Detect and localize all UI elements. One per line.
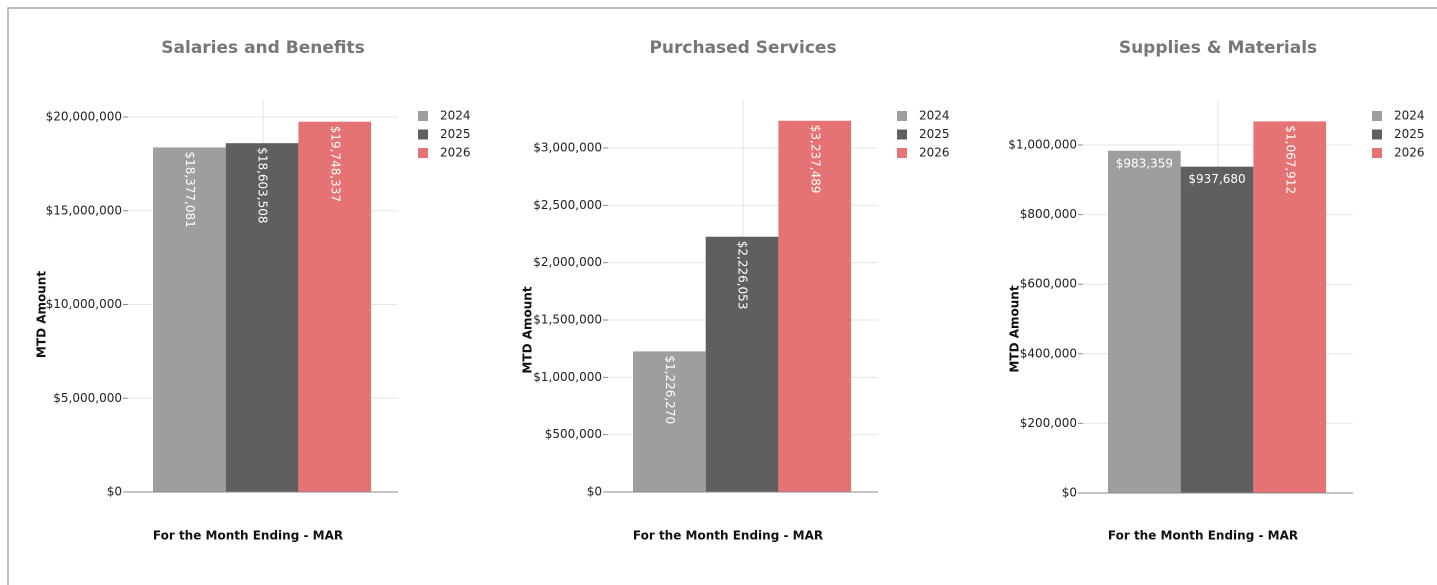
y-tick-label: $1,000,000 (533, 370, 602, 384)
bar (633, 351, 706, 492)
legend-swatch (1372, 111, 1382, 121)
bar (1108, 150, 1181, 493)
legend-swatch (897, 148, 907, 158)
legend-swatch (418, 129, 428, 140)
y-axis-label: MTD Amount (521, 286, 535, 373)
data-label: $2,226,053 (736, 241, 750, 310)
y-tick-label: $5,000,000 (53, 391, 122, 405)
y-tick-label: $200,000 (1020, 416, 1077, 430)
data-label: $1,067,912 (1283, 125, 1297, 194)
y-tick-label: $2,500,000 (533, 198, 602, 212)
data-label: $1,226,270 (663, 355, 677, 424)
legend-swatch (897, 129, 907, 140)
legend-label: 2025 (440, 127, 471, 141)
legend-label: 2024 (440, 109, 471, 123)
legend-label: 2025 (919, 127, 950, 141)
x-axis-label: For the Month Ending - MAR (1108, 529, 1298, 543)
legend-label: 2026 (919, 146, 950, 160)
legend-swatch (897, 111, 907, 121)
y-tick-label: $10,000,000 (46, 297, 122, 311)
y-tick-label: $500,000 (545, 427, 602, 441)
y-tick-label: $1,000,000 (1008, 138, 1077, 152)
data-label: $18,603,508 (256, 147, 270, 223)
legend-swatch (1372, 148, 1382, 158)
y-tick-label: $800,000 (1020, 207, 1077, 221)
legend-label: 2024 (1394, 109, 1425, 123)
bar (153, 147, 226, 492)
y-tick-label: $15,000,000 (46, 203, 122, 217)
bar (1180, 166, 1254, 493)
y-tick-label: $0 (107, 485, 122, 499)
bar (705, 236, 779, 492)
x-axis-label: For the Month Ending - MAR (633, 529, 823, 543)
chart-title: Salaries and Benefits (161, 38, 364, 58)
legend-swatch (418, 148, 428, 158)
legend-label: 2026 (1394, 146, 1425, 160)
y-tick-label: $2,000,000 (533, 255, 602, 269)
legend-label: 2024 (919, 109, 950, 123)
y-axis-label: MTD Amount (35, 271, 49, 358)
data-label: $19,748,337 (328, 126, 342, 202)
frame (7, 7, 1437, 585)
y-tick-label: $0 (1062, 486, 1077, 500)
legend-swatch (418, 111, 428, 121)
y-tick-label: $3,000,000 (533, 141, 602, 155)
bar (778, 120, 852, 492)
chart-title: Purchased Services (649, 38, 836, 58)
data-label: $983,359 (1116, 156, 1173, 170)
data-label: $937,680 (1188, 172, 1245, 186)
data-label: $18,377,081 (183, 151, 197, 227)
bar (225, 143, 299, 493)
legend-swatch (1372, 129, 1382, 140)
legend-label: 2025 (1394, 127, 1425, 141)
y-tick-label: $20,000,000 (46, 110, 122, 124)
bar (1253, 121, 1327, 493)
data-label: $3,237,489 (808, 125, 822, 194)
y-axis-label: MTD Amount (1008, 285, 1022, 372)
bar (298, 121, 372, 492)
y-tick-label: $0 (587, 485, 602, 499)
x-axis-label: For the Month Ending - MAR (153, 529, 343, 543)
y-tick-label: $600,000 (1020, 277, 1077, 291)
y-tick-label: $400,000 (1020, 346, 1077, 360)
chart-title: Supplies & Materials (1119, 38, 1317, 58)
y-tick-label: $1,500,000 (533, 313, 602, 327)
legend-label: 2026 (440, 146, 471, 160)
